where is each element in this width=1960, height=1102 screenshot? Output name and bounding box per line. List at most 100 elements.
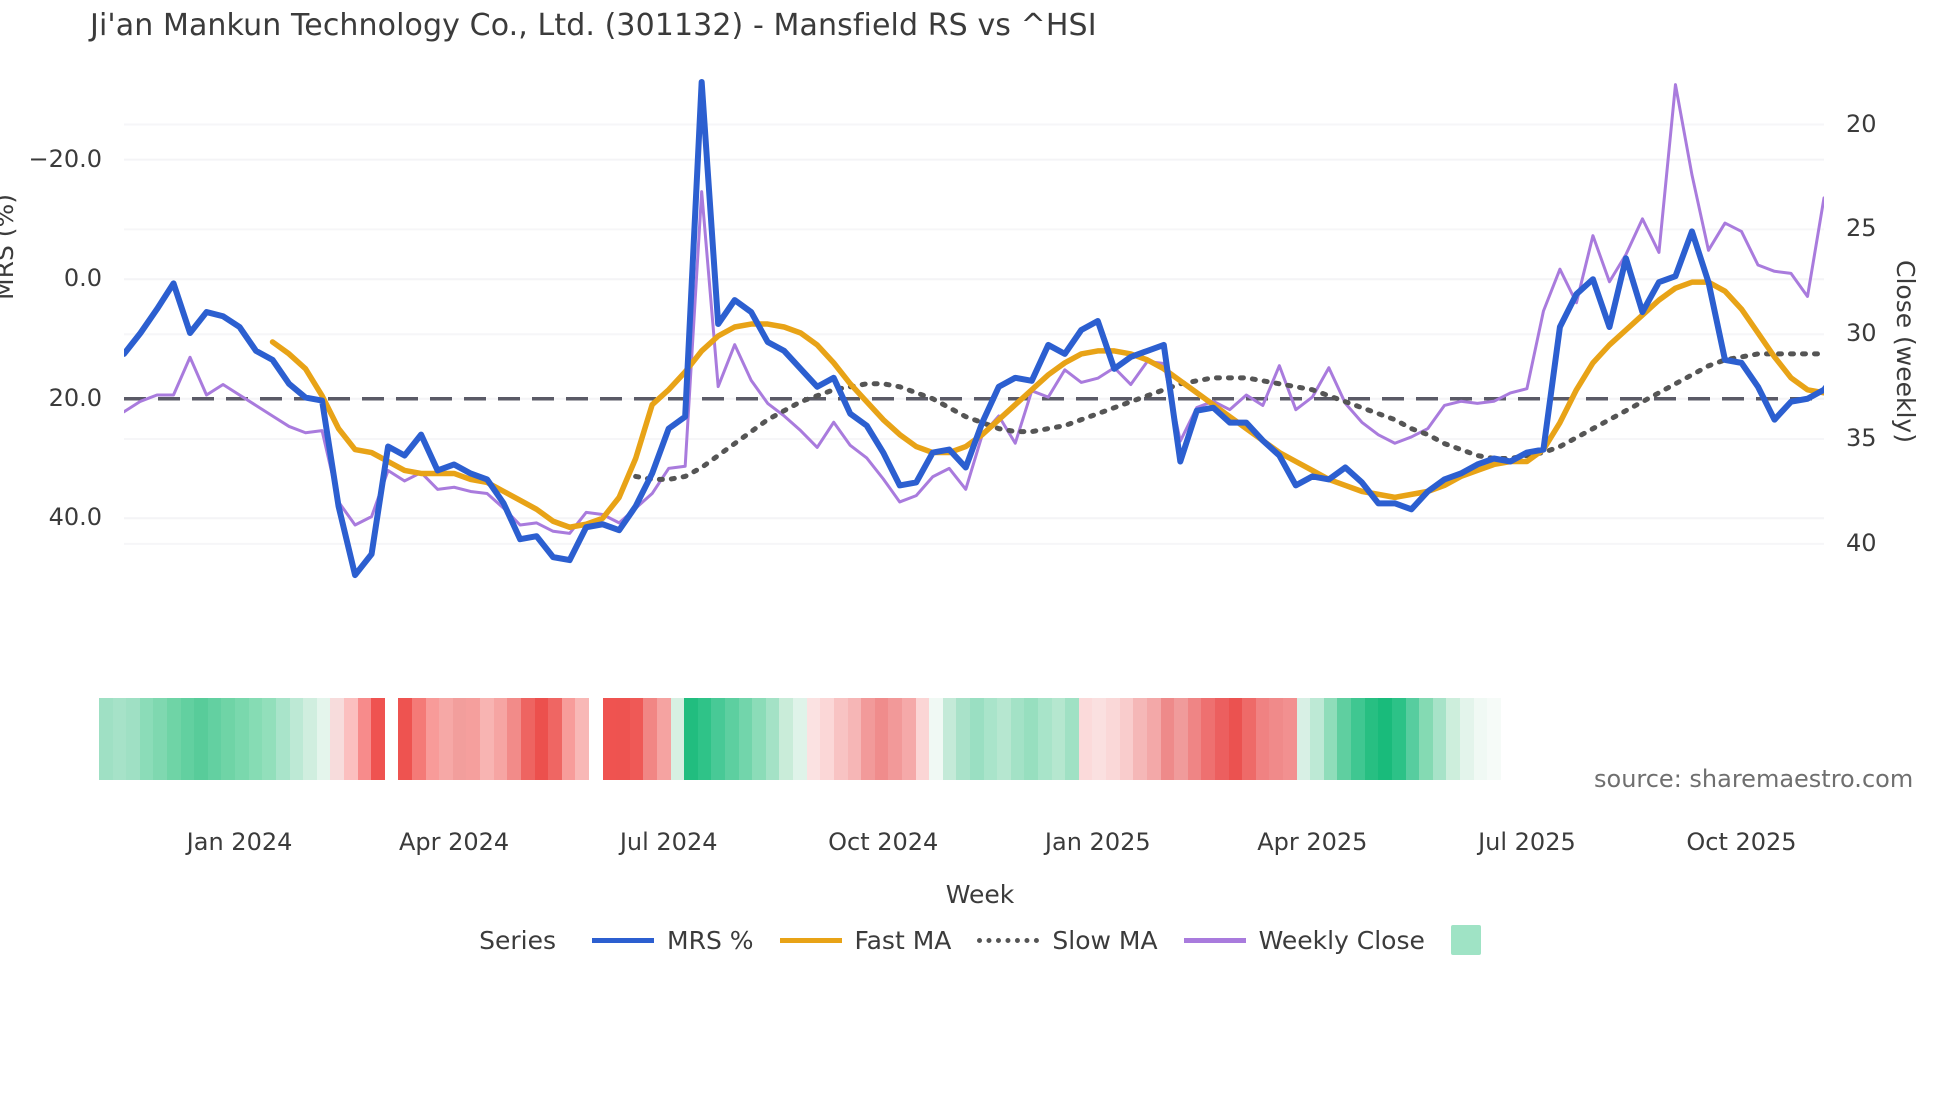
heatmap-cell — [194, 698, 208, 780]
heatmap-cell — [1255, 698, 1270, 780]
x-axis-tick-label: Oct 2025 — [1686, 828, 1797, 856]
heatmap-cell — [1351, 698, 1365, 780]
heatmap-cell — [534, 698, 549, 780]
heatmap-cell — [1337, 698, 1352, 780]
heatmap-cell — [248, 698, 263, 780]
heatmap-cell — [1119, 698, 1134, 780]
heatmap-cell — [833, 698, 848, 780]
x-axis-tick-label: Jul 2025 — [1478, 828, 1576, 856]
heatmap-cell — [1296, 698, 1311, 780]
heatmap-cell — [697, 698, 712, 780]
heatmap-cell — [493, 698, 508, 780]
heatmap-cell — [343, 698, 358, 780]
heatmap-cell — [588, 698, 603, 780]
heatmap-cell — [711, 698, 726, 780]
heatmap-cell — [820, 698, 834, 780]
y-axis-left-tick-label: 0.0 — [63, 264, 102, 293]
heatmap-cell — [425, 698, 440, 780]
heatmap-cell — [888, 698, 902, 780]
x-axis-tick-label: Jul 2024 — [619, 828, 718, 856]
heatmap-cell — [861, 698, 875, 780]
heatmap-cell — [806, 698, 821, 780]
heatmap-cell — [207, 698, 222, 780]
heatmap-cell — [330, 698, 344, 780]
y-axis-right-tick-label: 35 — [1846, 424, 1877, 453]
series-line-mrs — [124, 78, 1824, 579]
source-watermark: source: sharemaestro.com — [1594, 765, 1914, 793]
legend-swatch-line — [592, 937, 655, 943]
heatmap-cell — [303, 698, 317, 780]
heatmap-cell — [289, 698, 304, 780]
heatmap-cell — [153, 698, 168, 780]
heatmap-cell — [99, 698, 113, 780]
y-axis-right-tick-label: 40 — [1846, 528, 1877, 557]
heatmap-cell — [548, 698, 562, 780]
heatmap-cell — [575, 698, 589, 780]
heatmap-cell — [1378, 698, 1392, 780]
heatmap-cell — [915, 698, 930, 780]
heatmap-cell — [1310, 698, 1324, 780]
legend-items: MRS % Fast MA Slow MA Weekly Close — [592, 925, 1481, 955]
legend-swatch-line — [1183, 937, 1246, 943]
x-axis-tick-label: Jan 2025 — [1044, 828, 1151, 856]
heatmap-cell — [412, 698, 426, 780]
heatmap-cell — [262, 698, 276, 780]
y-axis-right-tick-label: 30 — [1846, 319, 1877, 348]
heatmap-cell — [1160, 698, 1175, 780]
heatmap-cell — [1487, 698, 1501, 780]
heatmap-cell — [1174, 698, 1188, 780]
heatmap-cell — [1106, 698, 1120, 780]
legend-title: Series — [479, 925, 557, 955]
heatmap-cell — [997, 698, 1011, 780]
heatmap-cell — [126, 698, 140, 780]
heatmap-cell — [398, 698, 413, 780]
x-axis-tick-label: Apr 2024 — [398, 828, 510, 856]
heatmap-cell — [656, 698, 671, 780]
legend-item[interactable] — [1450, 925, 1481, 955]
heatmap-cell — [602, 698, 617, 780]
heatmap-cell — [1010, 698, 1025, 780]
heatmap-cell — [275, 698, 290, 780]
heatmap-cell — [1405, 698, 1420, 780]
heatmap-cell — [452, 698, 467, 780]
legend-item[interactable]: Fast MA — [779, 925, 952, 955]
heatmap-cell — [629, 698, 644, 780]
series-lines — [124, 78, 1824, 579]
x-axis-ticks: Jan 2024 Apr 2024 Jul 2024 Oct 2024 Jan 2025… — [0, 828, 1960, 868]
heatmap-cell — [670, 698, 685, 780]
heatmap-cell — [983, 698, 998, 780]
page-title: Ji'an Mankun Technology Co., Ltd. (30113… — [90, 8, 1097, 43]
heatmap-cell — [316, 698, 331, 780]
heatmap-cell — [1078, 698, 1093, 780]
heatmap-cell — [1146, 698, 1161, 780]
heatmap-cell — [1500, 698, 1515, 780]
heatmap-cell — [112, 698, 127, 780]
chart-legend: Series MRS % Fast MA Slow MA Weekly Close — [0, 925, 1960, 955]
heatmap-cell — [1364, 698, 1379, 780]
heatmap-cell — [1187, 698, 1202, 780]
legend-swatch-box — [1450, 925, 1481, 955]
legend-item[interactable]: Weekly Close — [1183, 925, 1425, 955]
legend-item[interactable]: Slow MA — [977, 926, 1158, 955]
heatmap-cell — [1201, 698, 1215, 780]
legend-item[interactable]: MRS % — [592, 926, 754, 955]
heatmap-cell — [1446, 698, 1460, 780]
heatmap-cell — [167, 698, 181, 780]
series-line-weekly-close — [124, 83, 1824, 535]
heatmap-cell — [901, 698, 916, 780]
heatmap-cell — [1269, 698, 1284, 780]
heatmap-cell — [139, 698, 154, 780]
legend-item-label: Weekly Close — [1258, 925, 1425, 955]
heatmap-cell — [1133, 698, 1147, 780]
heatmap-cell — [439, 698, 453, 780]
heatmap-cell — [1323, 698, 1338, 780]
chart-canvas — [124, 78, 1824, 579]
heatmap-cell — [643, 698, 657, 780]
legend-item-label: Fast MA — [854, 925, 952, 955]
heatmap-cell — [738, 698, 753, 780]
heatmap-cell — [1228, 698, 1243, 780]
heatmap-cell — [1432, 698, 1447, 780]
y-axis-right-tick-label: 25 — [1846, 214, 1877, 243]
heatmap-cell — [1065, 698, 1079, 780]
